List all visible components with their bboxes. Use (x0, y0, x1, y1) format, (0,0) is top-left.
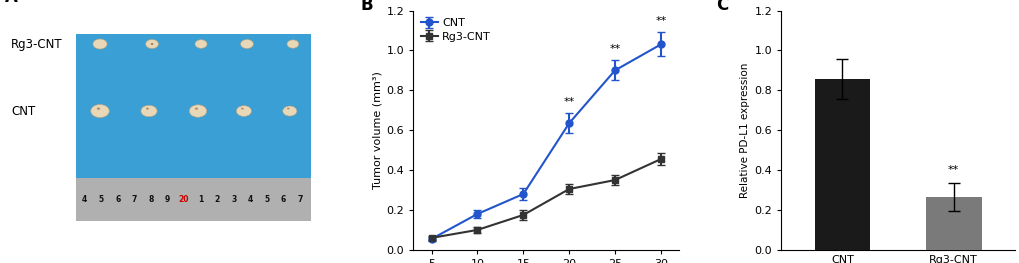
Text: 6: 6 (115, 195, 120, 204)
Ellipse shape (151, 43, 153, 45)
Text: 7: 7 (297, 195, 303, 204)
Text: 4: 4 (82, 195, 88, 204)
Text: A: A (5, 0, 18, 6)
Text: 20: 20 (178, 195, 190, 204)
Ellipse shape (146, 39, 158, 49)
Ellipse shape (146, 108, 149, 110)
Text: 7: 7 (131, 195, 137, 204)
Text: 1: 1 (198, 195, 203, 204)
Ellipse shape (97, 108, 100, 110)
Ellipse shape (141, 105, 157, 117)
Bar (814, 79, 869, 250)
Text: 3: 3 (231, 195, 236, 204)
Text: **: ** (608, 44, 620, 54)
Text: 2: 2 (214, 195, 219, 204)
Ellipse shape (190, 105, 207, 117)
Ellipse shape (286, 40, 299, 48)
Text: 5: 5 (264, 195, 269, 204)
Text: **: ** (947, 165, 959, 175)
Ellipse shape (93, 39, 107, 49)
Text: 5: 5 (99, 195, 104, 204)
Text: 6: 6 (280, 195, 285, 204)
Ellipse shape (240, 39, 253, 49)
Text: C: C (715, 0, 728, 14)
Legend: CNT, Rg3-CNT: CNT, Rg3-CNT (419, 16, 493, 44)
FancyBboxPatch shape (75, 34, 311, 221)
Ellipse shape (282, 106, 297, 116)
Ellipse shape (286, 108, 289, 110)
Text: CNT: CNT (11, 104, 36, 118)
Text: B: B (360, 0, 372, 14)
Ellipse shape (195, 108, 198, 110)
Text: 4: 4 (248, 195, 253, 204)
Text: Rg3-CNT: Rg3-CNT (11, 38, 63, 50)
Bar (75, 178, 311, 221)
Ellipse shape (91, 104, 109, 118)
Bar (925, 197, 980, 250)
Ellipse shape (240, 108, 244, 110)
Y-axis label: Relative PD-L1 expression: Relative PD-L1 expression (740, 63, 750, 198)
Ellipse shape (236, 106, 252, 117)
Text: 8: 8 (148, 195, 154, 204)
Text: **: ** (564, 97, 575, 107)
Text: **: ** (654, 17, 665, 27)
Ellipse shape (195, 40, 207, 48)
Y-axis label: Tumor volume (mm³): Tumor volume (mm³) (372, 71, 382, 189)
Text: 9: 9 (165, 195, 170, 204)
